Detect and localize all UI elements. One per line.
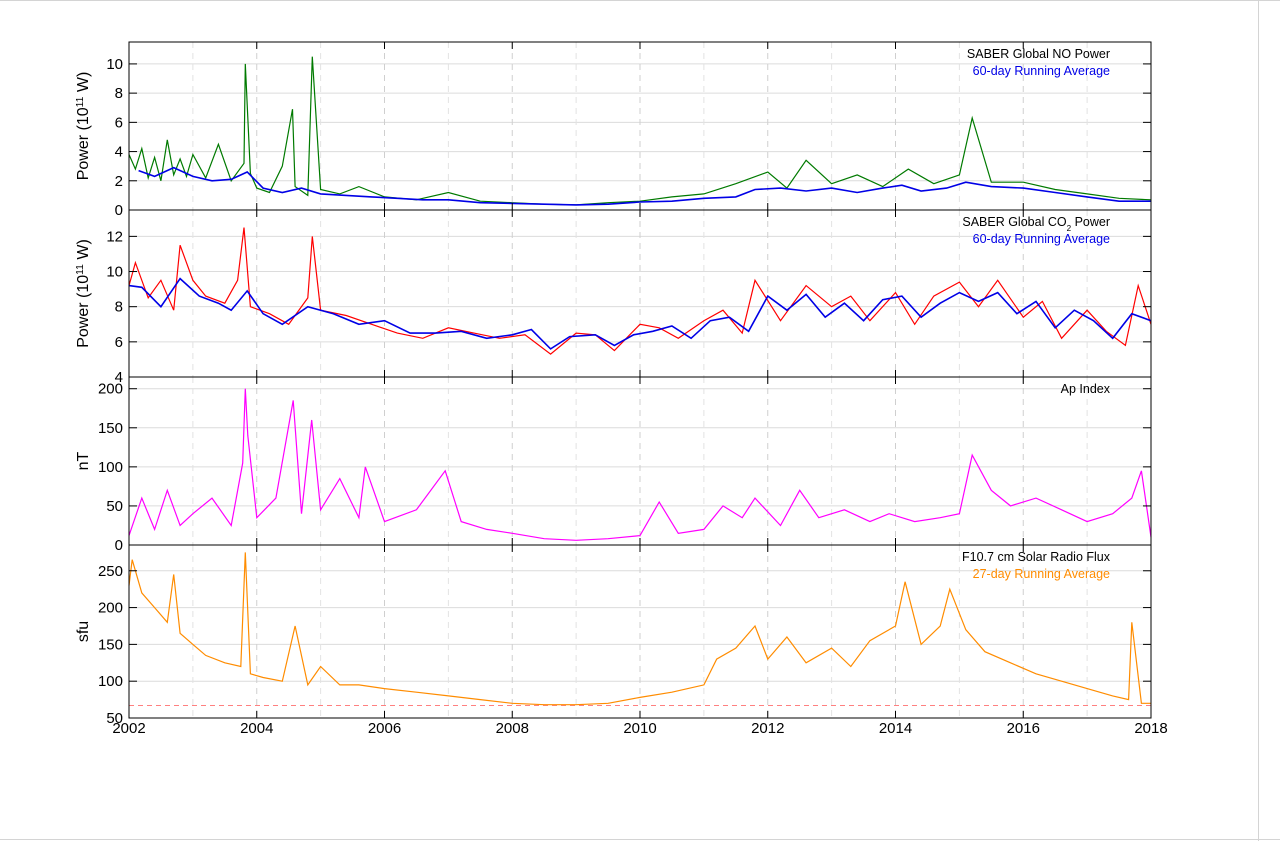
chart-panel-4: 50 100 150 200 250 sfu F10.7 cm Solar Radio Fl… (75, 544, 1152, 727)
y-tick-label: 12 (106, 228, 123, 245)
chart-panel-2: 4 6 8 10 12 Power (1011 W) SABER Global CO2 Po… (75, 209, 1152, 386)
y-tick-label: 50 (106, 710, 123, 727)
frame-right-border (1258, 0, 1259, 841)
series-line-1 (128, 388, 1152, 541)
y-tick-label: 100 (98, 673, 123, 690)
y-tick-label: 150 (98, 636, 123, 653)
frame-top-border (0, 0, 1280, 1)
y-tick-label: 0 (115, 537, 123, 554)
x-tick-label: 2004 (240, 720, 273, 737)
frame-bottom-border (0, 839, 1280, 840)
legend-entry: SABER Global CO2 Power (962, 215, 1110, 233)
legend-entry: 60-day Running Average (973, 64, 1110, 78)
x-tick-label: 2016 (1007, 720, 1040, 737)
chart-panel-3: 0 50 100 150 200 nT Ap Index (75, 376, 1152, 554)
x-tick-label: 2018 (1134, 720, 1167, 737)
y-tick-label: 100 (98, 459, 123, 476)
y-tick-label: 250 (98, 563, 123, 580)
x-tick-label: 2012 (751, 720, 784, 737)
y-tick-label: 0 (115, 202, 123, 219)
y-tick-label: 4 (115, 144, 123, 161)
y-tick-label: 10 (106, 56, 123, 73)
y-tick-label: 6 (115, 334, 123, 351)
y-tick-label: 8 (115, 85, 123, 102)
y-tick-label: 4 (115, 369, 123, 386)
series-line-2 (138, 166, 1151, 206)
x-tick-label: 2010 (623, 720, 656, 737)
legend-entry: 60-day Running Average (973, 232, 1110, 246)
legend-entry: F10.7 cm Solar Radio Flux (962, 550, 1111, 564)
legend-entry: 27-day Running Average (973, 567, 1110, 581)
legend-entry: SABER Global NO Power (967, 47, 1110, 61)
y-axis-label: Power (1011 W) (75, 239, 93, 348)
y-tick-label: 2 (115, 173, 123, 190)
series-line-2 (128, 277, 1152, 350)
y-tick-label: 150 (98, 420, 123, 437)
x-tick-label: 2014 (879, 720, 912, 737)
y-tick-label: 200 (98, 381, 123, 398)
chart-panel-1: 0 2 4 6 8 10 Power (1011 W) SABER Global NO Pow… (75, 41, 1152, 219)
y-tick-label: 10 (106, 264, 123, 281)
y-tick-label: 6 (115, 114, 123, 131)
x-tick-label: 2008 (496, 720, 529, 737)
y-axis-label: sfu (75, 621, 92, 642)
series-line-1 (128, 552, 1151, 706)
legend-entry: Ap Index (1061, 382, 1111, 396)
y-tick-label: 50 (106, 498, 123, 515)
y-axis-label: Power (1011 W) (75, 72, 93, 181)
x-tick-label: 2002 (112, 720, 145, 737)
y-tick-label: 200 (98, 600, 123, 617)
y-axis-label: nT (75, 451, 92, 470)
x-tick-label: 2006 (368, 720, 401, 737)
y-tick-label: 8 (115, 299, 123, 316)
